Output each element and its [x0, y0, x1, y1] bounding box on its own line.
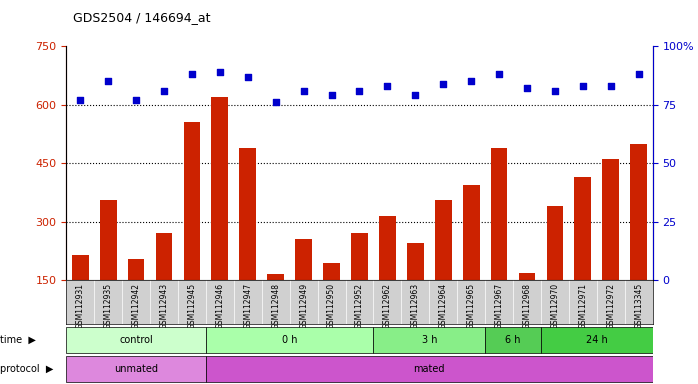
Point — [466, 78, 477, 84]
Bar — [100, 200, 117, 280]
Bar — [373, 327, 485, 353]
Point — [633, 71, 644, 77]
Text: GSM112962: GSM112962 — [383, 283, 392, 329]
Text: 6 h: 6 h — [505, 334, 521, 345]
Point — [103, 78, 114, 84]
Point — [410, 92, 421, 98]
Bar — [463, 185, 480, 280]
Bar — [206, 327, 373, 353]
Text: GSM113345: GSM113345 — [634, 283, 643, 329]
Text: 3 h: 3 h — [422, 334, 437, 345]
Point — [214, 69, 225, 75]
Text: GSM112972: GSM112972 — [607, 283, 615, 329]
Point — [186, 71, 198, 77]
Point — [131, 97, 142, 103]
Text: control: control — [119, 334, 153, 345]
Text: GSM112943: GSM112943 — [160, 283, 168, 329]
Text: GSM112935: GSM112935 — [104, 283, 112, 329]
Point — [75, 97, 86, 103]
Text: GSM112947: GSM112947 — [244, 283, 252, 329]
Bar — [379, 216, 396, 280]
Bar — [206, 356, 653, 382]
Text: 24 h: 24 h — [586, 334, 608, 345]
Text: 0 h: 0 h — [282, 334, 297, 345]
Text: GSM112945: GSM112945 — [188, 283, 196, 329]
Bar — [574, 177, 591, 280]
Text: GSM112946: GSM112946 — [216, 283, 224, 329]
Bar — [295, 239, 312, 280]
Bar — [407, 243, 424, 280]
Text: GSM112952: GSM112952 — [355, 283, 364, 329]
Point — [438, 81, 449, 87]
Point — [158, 88, 170, 94]
Bar — [66, 327, 206, 353]
Bar — [128, 259, 144, 280]
Point — [577, 83, 588, 89]
Point — [493, 71, 505, 77]
Text: time  ▶: time ▶ — [0, 334, 36, 345]
Text: GSM112964: GSM112964 — [439, 283, 447, 329]
Bar — [323, 263, 340, 280]
Text: mated: mated — [413, 364, 445, 374]
Bar — [491, 147, 507, 280]
Bar — [630, 144, 647, 280]
Text: GSM112949: GSM112949 — [299, 283, 308, 329]
Text: GSM112942: GSM112942 — [132, 283, 140, 329]
Text: GSM112970: GSM112970 — [551, 283, 559, 329]
Text: GSM112963: GSM112963 — [411, 283, 419, 329]
Text: protocol  ▶: protocol ▶ — [0, 364, 53, 374]
Point — [354, 88, 365, 94]
Text: GSM112948: GSM112948 — [272, 283, 280, 329]
Bar — [211, 97, 228, 280]
Text: unmated: unmated — [114, 364, 158, 374]
Text: GSM112931: GSM112931 — [76, 283, 84, 329]
Point — [605, 83, 616, 89]
Point — [298, 88, 309, 94]
Bar — [267, 275, 284, 280]
Point — [242, 73, 253, 79]
Text: GSM112950: GSM112950 — [327, 283, 336, 329]
Bar — [602, 159, 619, 280]
Point — [521, 85, 533, 91]
Bar — [547, 206, 563, 280]
Bar — [184, 122, 200, 280]
Text: GDS2504 / 146694_at: GDS2504 / 146694_at — [73, 12, 211, 25]
Text: GSM112965: GSM112965 — [467, 283, 475, 329]
Bar — [72, 255, 89, 280]
Point — [326, 92, 337, 98]
Text: GSM112971: GSM112971 — [579, 283, 587, 329]
Point — [270, 99, 281, 105]
Point — [382, 83, 393, 89]
Bar — [485, 327, 541, 353]
Bar — [239, 147, 256, 280]
Bar — [66, 356, 206, 382]
Bar — [519, 273, 535, 280]
Text: GSM112967: GSM112967 — [495, 283, 503, 329]
Bar — [541, 327, 653, 353]
Bar — [156, 233, 172, 280]
Bar — [351, 233, 368, 280]
Text: GSM112968: GSM112968 — [523, 283, 531, 329]
Point — [549, 88, 560, 94]
Bar — [435, 200, 452, 280]
